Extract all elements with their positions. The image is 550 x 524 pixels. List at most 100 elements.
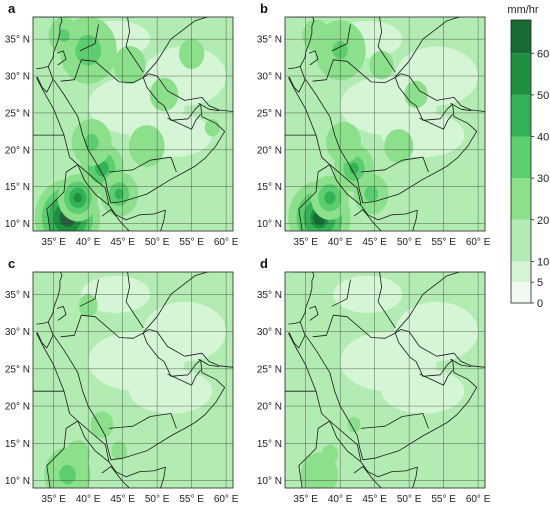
lat-tick-label: 20° N bbox=[5, 402, 30, 413]
country-border bbox=[312, 59, 396, 84]
country-border bbox=[312, 314, 396, 339]
lon-tick-label: 60° E bbox=[214, 237, 239, 248]
country-border bbox=[353, 209, 382, 231]
lat-tick-label: 15° N bbox=[5, 439, 30, 450]
lon-tick-label: 40° E bbox=[76, 494, 101, 505]
lon-tick-label: 45° E bbox=[110, 494, 135, 505]
lon-tick-label: 50° E bbox=[397, 237, 422, 248]
lon-tick-label: 60° E bbox=[214, 494, 239, 505]
lat-tick-label: 15° N bbox=[257, 182, 282, 193]
panel-a: 10° N 15° N 20° N 25° N 30° N 35° N 35° E 40° E… bbox=[5, 1, 239, 248]
lon-tick-label: 55° E bbox=[179, 494, 204, 505]
country-border bbox=[46, 164, 110, 231]
coastline bbox=[288, 66, 306, 93]
precip-contour bbox=[73, 192, 82, 203]
colorbar-tick-label: 20 bbox=[537, 215, 549, 227]
lat-tick-label: 30° N bbox=[5, 327, 30, 338]
lon-tick-label: 35° E bbox=[41, 494, 66, 505]
map-lines bbox=[33, 17, 233, 231]
precip-contour bbox=[113, 45, 146, 85]
map-frame bbox=[32, 271, 234, 489]
coastline bbox=[36, 321, 54, 349]
country-border bbox=[167, 370, 201, 386]
colorbar-segment bbox=[511, 53, 531, 95]
colorbar-tick-label: 10 bbox=[537, 256, 549, 268]
coastline bbox=[291, 17, 315, 67]
country-border bbox=[79, 24, 99, 52]
lon-tick-label: 60° E bbox=[466, 237, 491, 248]
country-border bbox=[198, 102, 220, 112]
country-border bbox=[79, 279, 99, 307]
precip-contour bbox=[349, 162, 359, 174]
lat-tick-label: 20° N bbox=[257, 145, 282, 156]
lat-tick-label: 35° N bbox=[5, 290, 30, 301]
lon-tick-label: 55° E bbox=[431, 494, 456, 505]
coastline bbox=[288, 321, 306, 349]
lon-tick-label: 55° E bbox=[431, 237, 456, 248]
country-border bbox=[60, 59, 144, 84]
colorbar-segment bbox=[511, 219, 531, 262]
country-border bbox=[101, 209, 130, 231]
lat-tick-label: 10° N bbox=[257, 476, 282, 487]
panel-letter: a bbox=[8, 1, 16, 16]
country-border bbox=[360, 156, 429, 173]
lon-tick-label: 45° E bbox=[362, 237, 387, 248]
precip-contour bbox=[302, 19, 330, 52]
country-border bbox=[108, 156, 177, 173]
lat-tick-label: 25° N bbox=[5, 108, 30, 119]
lon-tick-label: 40° E bbox=[76, 237, 101, 248]
map-frame bbox=[284, 16, 486, 232]
colorbar-tick-label: 30 bbox=[537, 173, 549, 185]
colorbar-segment bbox=[511, 282, 531, 303]
map-frame bbox=[32, 16, 234, 232]
lat-tick-label: 20° N bbox=[5, 145, 30, 156]
map-lines bbox=[285, 17, 485, 231]
map-frame bbox=[284, 271, 486, 489]
precip-contour bbox=[326, 121, 362, 164]
colorbar-tick-label: 50 bbox=[537, 90, 549, 102]
colorbar-frame bbox=[510, 19, 532, 304]
panel-d: 10° N 15° N 20° N 25° N 30° N 35° N 35° E 40° E… bbox=[257, 256, 491, 505]
precip-contour bbox=[384, 129, 414, 164]
colorbar-segment bbox=[511, 136, 531, 179]
country-border bbox=[46, 420, 110, 488]
coastline bbox=[36, 332, 166, 488]
lon-tick-label: 50° E bbox=[397, 494, 422, 505]
precip-contour bbox=[84, 134, 99, 151]
colorbar-segment bbox=[511, 178, 531, 220]
lon-tick-label: 55° E bbox=[179, 237, 204, 248]
lat-tick-label: 10° N bbox=[257, 219, 282, 230]
lon-tick-label: 50° E bbox=[145, 237, 170, 248]
coastline bbox=[36, 66, 54, 93]
lon-tick-label: 35° E bbox=[41, 237, 66, 248]
lat-tick-label: 25° N bbox=[5, 364, 30, 375]
lat-tick-label: 35° N bbox=[257, 290, 282, 301]
precip-contour bbox=[111, 441, 128, 461]
country-border bbox=[298, 420, 362, 488]
lon-tick-label: 50° E bbox=[145, 494, 170, 505]
coastline bbox=[36, 77, 166, 231]
lat-tick-label: 30° N bbox=[257, 72, 282, 83]
colorbar: 0 5 10 20 30 40 50 60 mm/hr bbox=[507, 4, 549, 310]
country-border bbox=[360, 413, 429, 429]
lon-tick-label: 40° E bbox=[328, 494, 353, 505]
colorbar-unit: mm/hr bbox=[507, 4, 539, 16]
lon-tick-label: 60° E bbox=[466, 494, 491, 505]
country-border bbox=[298, 164, 362, 231]
colorbar-tick-label: 60 bbox=[537, 48, 549, 60]
lat-tick-label: 30° N bbox=[5, 72, 30, 83]
map-lines bbox=[33, 272, 233, 488]
panel-b: 10° N 15° N 20° N 25° N 30° N 35° N 35° E 40° E… bbox=[257, 1, 491, 248]
colorbar-segment bbox=[511, 20, 531, 54]
lat-tick-label: 15° N bbox=[5, 182, 30, 193]
country-border bbox=[198, 358, 220, 367]
precip-contour bbox=[364, 186, 379, 203]
country-border bbox=[450, 102, 472, 112]
lon-tick-label: 35° E bbox=[293, 494, 318, 505]
precip-contour bbox=[90, 411, 114, 439]
colorbar-tick-label: 5 bbox=[537, 277, 543, 289]
coastline bbox=[288, 332, 418, 488]
panel-letter: b bbox=[260, 1, 268, 16]
